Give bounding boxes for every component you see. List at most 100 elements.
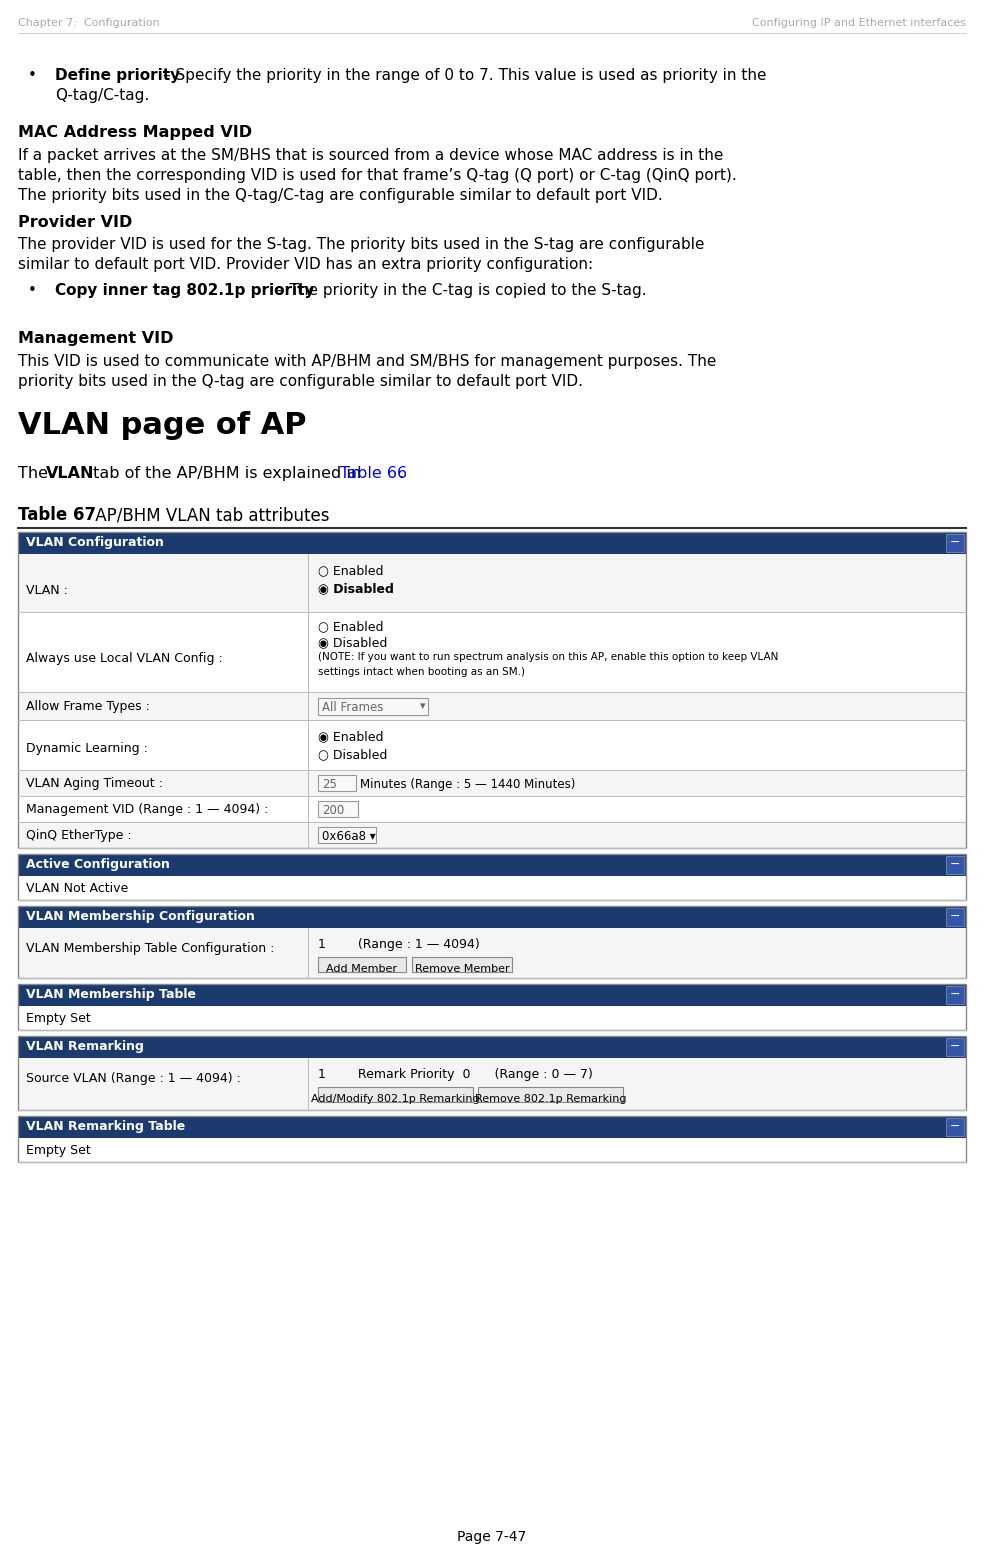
Text: 0x66a8 ▾: 0x66a8 ▾ (322, 830, 376, 843)
Text: Chapter 7:  Configuration: Chapter 7: Configuration (18, 19, 159, 28)
Text: •: • (28, 283, 36, 299)
Text: settings intact when booting as an SM.): settings intact when booting as an SM.) (318, 667, 525, 676)
Bar (18, 984, 966, 1006)
Text: Add/Modify 802.1p Remarking: Add/Modify 802.1p Remarking (311, 1095, 479, 1104)
Bar (18, 554, 966, 613)
Text: 1        (Range : 1 — 4094): 1 (Range : 1 — 4094) (318, 938, 480, 952)
Bar (18, 532, 966, 554)
FancyBboxPatch shape (318, 698, 428, 715)
Text: MAC Address Mapped VID: MAC Address Mapped VID (18, 124, 252, 140)
Bar (18, 907, 966, 978)
Text: tab of the AP/BHM is explained in: tab of the AP/BHM is explained in (88, 466, 366, 480)
Bar (18, 854, 966, 900)
Text: Dynamic Learning :: Dynamic Learning : (26, 742, 148, 756)
Text: ◉ Enabled: ◉ Enabled (318, 729, 384, 743)
Text: ◉ Disabled: ◉ Disabled (318, 636, 388, 648)
Text: 25: 25 (322, 778, 337, 791)
Text: 200: 200 (322, 804, 344, 816)
Text: VLAN Not Active: VLAN Not Active (26, 882, 128, 896)
Text: −: − (950, 536, 960, 549)
Text: Q-tag/C-tag.: Q-tag/C-tag. (55, 89, 150, 103)
Text: The priority bits used in the Q-tag/C-tag are configurable similar to default po: The priority bits used in the Q-tag/C-ta… (18, 188, 663, 204)
Text: If a packet arrives at the SM/BHS that is sourced from a device whose MAC addres: If a packet arrives at the SM/BHS that i… (18, 148, 723, 163)
Text: VLAN Membership Table Configuration :: VLAN Membership Table Configuration : (26, 942, 275, 955)
Text: AP/BHM VLAN tab attributes: AP/BHM VLAN tab attributes (90, 505, 330, 524)
Bar (946, 1039, 964, 1056)
Text: The provider VID is used for the S-tag. The priority bits used in the S-tag are : The provider VID is used for the S-tag. … (18, 236, 705, 252)
FancyBboxPatch shape (318, 956, 406, 972)
Text: Management VID: Management VID (18, 331, 173, 347)
Text: (NOTE: If you want to run spectrum analysis on this AP, enable this option to ke: (NOTE: If you want to run spectrum analy… (318, 652, 778, 662)
Text: Configuring IP and Ethernet interfaces: Configuring IP and Ethernet interfaces (752, 19, 966, 28)
Text: ○ Enabled: ○ Enabled (318, 620, 384, 633)
FancyBboxPatch shape (318, 1087, 473, 1102)
Text: Copy inner tag 802.1p priority: Copy inner tag 802.1p priority (55, 283, 315, 299)
Bar (18, 823, 966, 847)
FancyBboxPatch shape (318, 801, 358, 816)
FancyBboxPatch shape (412, 956, 512, 972)
FancyBboxPatch shape (318, 774, 356, 791)
Text: −: − (950, 987, 960, 1001)
Bar (946, 986, 964, 1005)
Text: Add Member: Add Member (327, 964, 398, 973)
Text: VLAN page of AP: VLAN page of AP (18, 411, 306, 440)
Text: VLAN: VLAN (46, 466, 94, 480)
Text: Always use Local VLAN Config :: Always use Local VLAN Config : (26, 652, 222, 666)
Text: Active Configuration: Active Configuration (26, 858, 170, 871)
Bar (18, 1138, 966, 1162)
Text: VLAN Remarking Table: VLAN Remarking Table (26, 1120, 185, 1134)
Text: −: − (950, 1120, 960, 1134)
Text: 1        Remark Priority  0      (Range : 0 — 7): 1 Remark Priority 0 (Range : 0 — 7) (318, 1068, 593, 1081)
Text: Source VLAN (Range : 1 — 4094) :: Source VLAN (Range : 1 — 4094) : (26, 1071, 241, 1085)
Bar (18, 1057, 966, 1110)
Text: VLAN Membership Table: VLAN Membership Table (26, 987, 196, 1001)
Text: Table 67: Table 67 (18, 505, 96, 524)
Text: Remove 802.1p Remarking: Remove 802.1p Remarking (475, 1095, 627, 1104)
Bar (18, 692, 966, 720)
Bar (18, 1006, 966, 1029)
Text: Table 66: Table 66 (340, 466, 407, 480)
Text: similar to default port VID. Provider VID has an extra priority configuration:: similar to default port VID. Provider VI… (18, 257, 593, 272)
Text: VLAN Remarking: VLAN Remarking (26, 1040, 144, 1053)
Bar (18, 928, 966, 978)
Bar (18, 532, 966, 847)
Text: Page 7-47: Page 7-47 (458, 1530, 526, 1544)
FancyBboxPatch shape (478, 1087, 623, 1102)
Text: Empty Set: Empty Set (26, 1144, 91, 1157)
Bar (946, 533, 964, 552)
Text: The: The (18, 466, 53, 480)
Bar (18, 984, 966, 1029)
Bar (18, 613, 966, 692)
Text: ○ Enabled: ○ Enabled (318, 564, 384, 577)
Text: Remove Member: Remove Member (414, 964, 510, 973)
Text: This VID is used to communicate with AP/BHM and SM/BHS for management purposes. : This VID is used to communicate with AP/… (18, 355, 716, 369)
Bar (18, 854, 966, 875)
Text: Minutes (Range : 5 — 1440 Minutes): Minutes (Range : 5 — 1440 Minutes) (360, 778, 576, 791)
Bar (18, 907, 966, 928)
Text: VLAN Aging Timeout :: VLAN Aging Timeout : (26, 778, 163, 790)
Bar (18, 1036, 966, 1110)
Bar (18, 1116, 966, 1138)
Text: .: . (398, 466, 403, 480)
Text: Empty Set: Empty Set (26, 1012, 91, 1025)
Text: −: − (950, 858, 960, 871)
Bar (946, 855, 964, 874)
Text: ▾: ▾ (420, 701, 426, 711)
Text: Define priority: Define priority (55, 68, 180, 82)
Text: •: • (28, 68, 36, 82)
Bar (18, 1116, 966, 1162)
Text: – The priority in the C-tag is copied to the S-tag.: – The priority in the C-tag is copied to… (277, 283, 646, 299)
FancyBboxPatch shape (318, 827, 376, 843)
Bar (18, 1036, 966, 1057)
Text: priority bits used in the Q-tag are configurable similar to default port VID.: priority bits used in the Q-tag are conf… (18, 375, 583, 389)
Text: Allow Frame Types :: Allow Frame Types : (26, 700, 150, 714)
Text: ○ Disabled: ○ Disabled (318, 748, 388, 760)
Text: Management VID (Range : 1 — 4094) :: Management VID (Range : 1 — 4094) : (26, 802, 269, 816)
Text: ◉ Disabled: ◉ Disabled (318, 582, 394, 596)
Text: VLAN :: VLAN : (26, 585, 68, 597)
Bar (946, 1118, 964, 1137)
Bar (946, 908, 964, 925)
Text: −: − (950, 910, 960, 924)
Text: QinQ EtherType :: QinQ EtherType : (26, 829, 132, 841)
Bar (18, 875, 966, 900)
